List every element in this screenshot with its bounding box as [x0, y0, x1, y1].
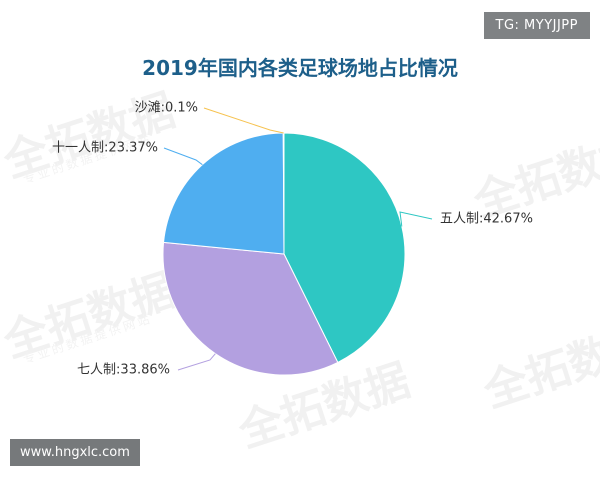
- pie-slice-3: [163, 132, 285, 255]
- leader-line-4: [203, 107, 284, 134]
- tg-badge: TG: MYYJJPP: [483, 12, 590, 39]
- chart-title: 2019年国内各类足球场地占比情况: [142, 56, 458, 80]
- slice-label-2: 七人制:33.86%: [77, 363, 170, 378]
- slice-label-1: 五人制:42.67%: [440, 212, 533, 227]
- leader-line-1: [399, 211, 433, 227]
- slice-label-4: 沙滩:0.1%: [135, 101, 198, 116]
- website-url[interactable]: www.hngxlc.com: [10, 439, 140, 466]
- leader-line-2: [177, 353, 216, 371]
- leader-line-3: [163, 147, 203, 166]
- slice-label-3: 十一人制:23.37%: [52, 141, 158, 156]
- pie-slice-2: [162, 241, 339, 376]
